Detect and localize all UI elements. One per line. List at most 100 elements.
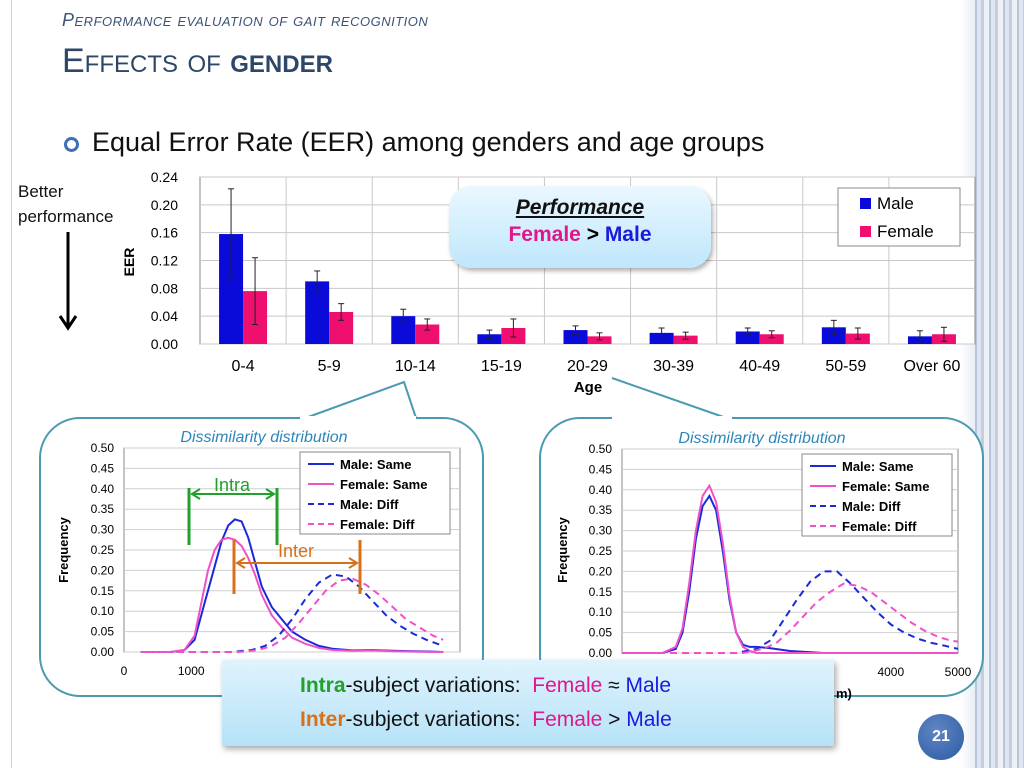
bar-y-tick-label: 0.16	[151, 225, 178, 241]
intra-word: Intra	[300, 674, 346, 697]
bar-y-tick-label: 0.00	[151, 336, 178, 352]
bar-female	[415, 324, 440, 344]
legend-entry: Male	[877, 194, 914, 213]
rp-y-tick-label: 0.00	[589, 646, 613, 660]
bar-female	[673, 335, 698, 344]
lp-legend-entry: Male: Diff	[340, 497, 399, 512]
bar-x-tick-label: 15-19	[481, 358, 522, 375]
bar-y-tick-label: 0.12	[151, 253, 178, 269]
callout-male: Male	[604, 223, 652, 246]
inter-female: Female	[532, 708, 603, 731]
callout-body: Female > Male	[449, 223, 711, 247]
bar-y-tick-label: 0.24	[151, 169, 178, 185]
right-y-axis-label: Frequency	[555, 516, 570, 583]
lp-y-tick-label: 0.25	[91, 543, 115, 557]
rp-legend-entry: Female: Diff	[842, 519, 917, 534]
rp-legend-frame	[801, 453, 953, 537]
intra-operator: ≈	[602, 674, 626, 697]
bar-male	[563, 330, 588, 344]
lp-series-line	[140, 573, 444, 653]
bullet-text: Equal Error Rate (EER) among genders and…	[92, 127, 765, 157]
rp-series-line	[622, 570, 959, 654]
bar-x-tick-label: Over 60	[903, 358, 960, 375]
legend-swatch	[860, 198, 871, 209]
lp-legend-entry: Female: Same	[340, 477, 427, 492]
inter-label: Inter	[278, 541, 314, 561]
bar-x-tick-label: 50-59	[825, 358, 866, 375]
lp-y-tick-label: 0.05	[91, 625, 115, 639]
rp-legend-entry: Male: Diff	[842, 499, 901, 514]
callout-female: Female	[508, 223, 581, 246]
left-legend: Male: Same Female: Same Male: Diff Female: …	[299, 451, 451, 535]
callout-operator: >	[586, 223, 599, 246]
bar-female	[759, 334, 784, 344]
lp-legend-entry: Male: Same	[340, 457, 412, 472]
lp-y-tick-label: 0.15	[91, 584, 115, 598]
intra-rest: -subject variations:	[345, 674, 533, 697]
title-bold: gender	[230, 42, 333, 80]
rp-legend-entry: Female: Same	[842, 479, 929, 494]
left-rule	[11, 0, 12, 768]
rp-y-tick-label: 0.40	[589, 483, 613, 497]
legend-entry: Female	[877, 222, 934, 241]
left-chart-title: Dissimilarity distribution	[180, 429, 347, 446]
intra-annotation: Intra	[187, 475, 279, 545]
bar-x-tick-label: 10-14	[395, 358, 436, 375]
inter-male: Male	[626, 708, 672, 731]
rp-y-tick-label: 0.20	[589, 564, 613, 578]
callout-heading: Performance	[515, 196, 645, 219]
lp-x-tick-label: 1000	[178, 664, 205, 678]
lp-legend-entry: Female: Diff	[340, 517, 415, 532]
bar-legend-frame	[837, 187, 961, 247]
rp-y-tick-label: 0.35	[589, 503, 613, 517]
legend-swatch	[860, 226, 871, 237]
inter-operator: >	[602, 708, 627, 731]
bar-x-tick-label: 5-9	[318, 358, 341, 375]
left-y-axis-label: Frequency	[56, 516, 71, 583]
inter-rest: -subject variations:	[345, 708, 533, 731]
slide-supertitle: Performance evaluation of gait recogniti…	[62, 10, 429, 30]
intra-label: Intra	[214, 475, 251, 495]
lp-y-tick-label: 0.00	[91, 645, 115, 659]
intra-male: Male	[625, 674, 672, 697]
inter-annotation: Inter	[232, 540, 362, 594]
bar-x-tick-label: 30-39	[653, 358, 694, 375]
page-number: 21	[918, 714, 964, 760]
bar-y-axis-label: EER	[121, 248, 137, 277]
inter-word: Inter	[300, 708, 346, 731]
lp-series-line	[140, 577, 444, 653]
rp-y-tick-label: 0.30	[589, 524, 613, 538]
intra-female: Female	[532, 674, 603, 697]
lp-y-tick-label: 0.10	[91, 604, 115, 618]
rp-legend-entry: Male: Same	[842, 459, 914, 474]
bar-male	[477, 334, 502, 344]
lp-legend-frame	[299, 451, 451, 535]
bar-x-axis-label: Age	[574, 379, 602, 396]
lp-x-tick-label: 0	[121, 664, 128, 678]
bar-legend: Male Female	[837, 187, 961, 247]
rp-y-tick-label: 0.50	[589, 442, 613, 456]
lp-y-tick-label: 0.50	[91, 441, 115, 455]
right-legend: Male: Same Female: Same Male: Diff Female: …	[801, 453, 953, 537]
bar-x-tick-label: 0-4	[231, 358, 254, 375]
bar-y-tick-label: 0.04	[151, 308, 178, 324]
bar-male	[735, 331, 760, 344]
better-performance-label: Better performance	[18, 180, 113, 229]
bullet-icon	[64, 137, 79, 152]
rp-series-line	[622, 582, 959, 654]
rp-y-tick-label: 0.05	[589, 626, 613, 640]
lp-series-line	[140, 536, 444, 653]
title-prefix: Effects of	[62, 42, 231, 80]
bar-x-tick-label: 40-49	[739, 358, 780, 375]
slide-title: Effects of gender	[62, 42, 333, 81]
bar-y-tick-label: 0.20	[151, 197, 178, 213]
lp-y-tick-label: 0.30	[91, 523, 115, 537]
rp-series-line	[622, 483, 958, 654]
bar-male	[649, 332, 674, 344]
better-line-2: performance	[18, 206, 114, 226]
rp-y-tick-label: 0.10	[589, 605, 613, 619]
rp-y-tick-label: 0.25	[589, 544, 613, 558]
